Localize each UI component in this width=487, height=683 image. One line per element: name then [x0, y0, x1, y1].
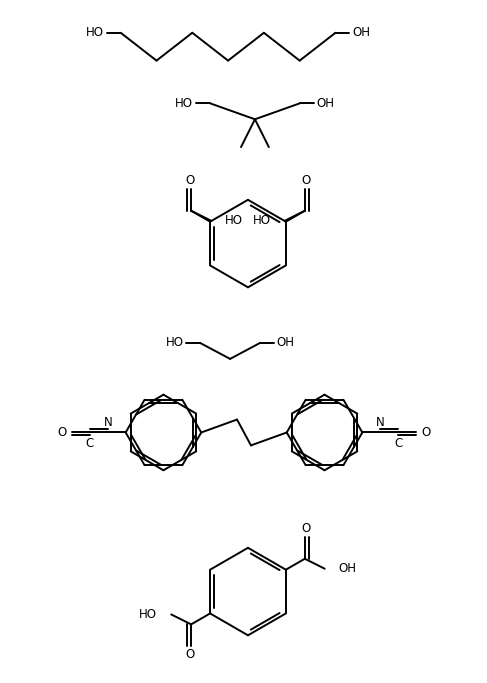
Text: OH: OH [277, 337, 295, 350]
Text: N: N [376, 416, 385, 429]
Text: O: O [421, 426, 431, 439]
Text: O: O [186, 174, 195, 187]
Text: N: N [103, 416, 112, 429]
Text: HO: HO [175, 97, 193, 110]
Text: OH: OH [338, 562, 356, 575]
Text: HO: HO [253, 214, 271, 227]
Text: HO: HO [139, 608, 157, 621]
Text: OH: OH [317, 97, 335, 110]
Text: HO: HO [86, 26, 104, 39]
Text: HO: HO [166, 337, 184, 350]
Text: C: C [86, 437, 94, 450]
Text: C: C [394, 437, 402, 450]
Text: OH: OH [352, 26, 370, 39]
Text: HO: HO [225, 214, 243, 227]
Text: O: O [301, 522, 310, 535]
Text: O: O [301, 174, 310, 187]
Text: O: O [57, 426, 67, 439]
Text: O: O [186, 647, 195, 660]
